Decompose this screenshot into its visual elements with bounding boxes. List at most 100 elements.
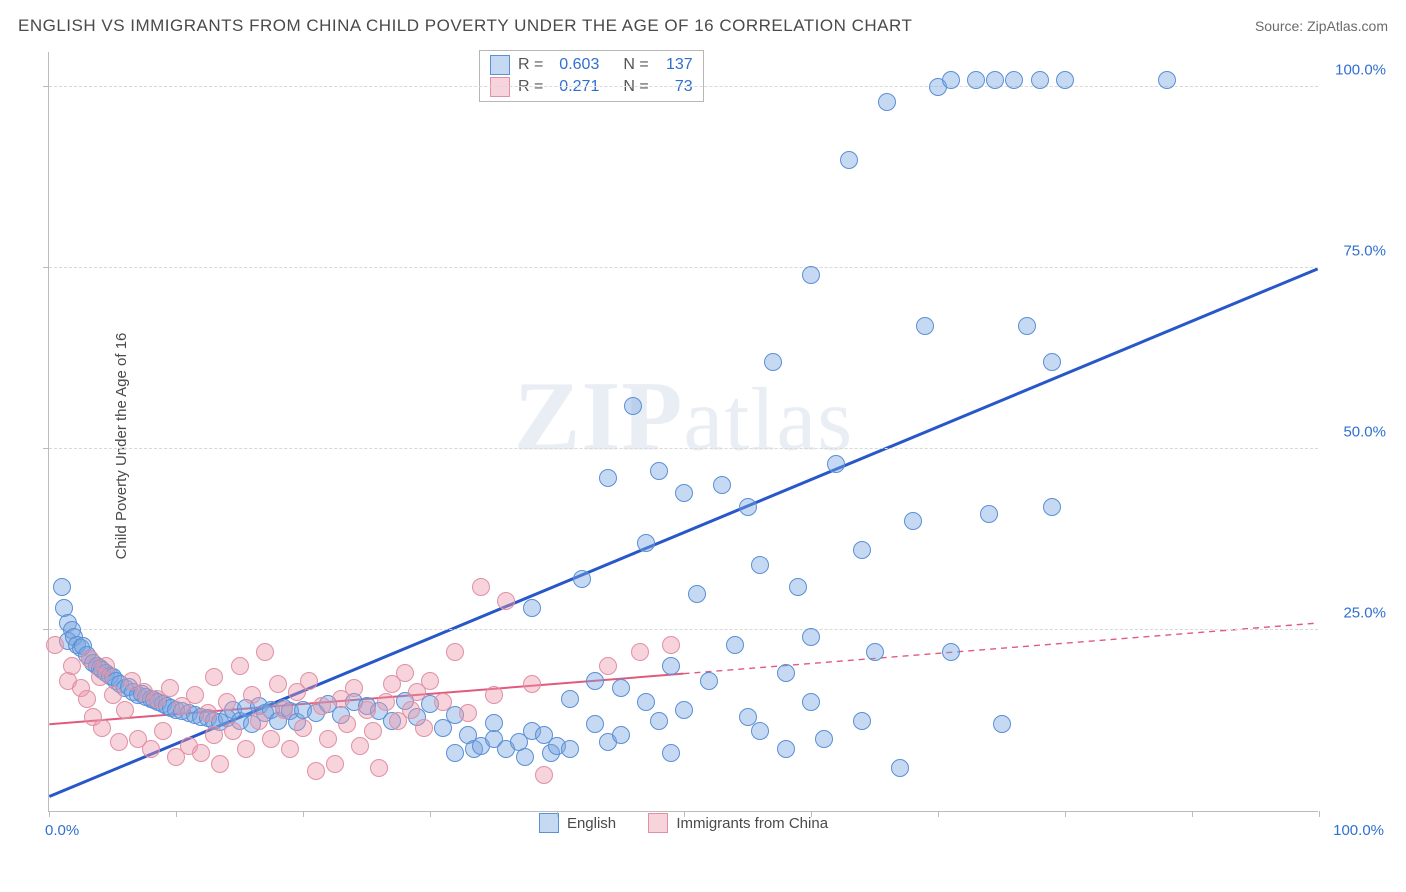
watermark: ZIPatlas xyxy=(514,359,854,474)
data-point-english xyxy=(1043,498,1061,516)
data-point-china xyxy=(199,704,217,722)
data-point-english xyxy=(993,715,1011,733)
data-point-english xyxy=(573,570,591,588)
data-point-english xyxy=(675,484,693,502)
data-point-english xyxy=(764,353,782,371)
data-point-china xyxy=(256,643,274,661)
data-point-english xyxy=(650,462,668,480)
data-point-english xyxy=(713,476,731,494)
data-point-english xyxy=(662,744,680,762)
data-point-china xyxy=(351,737,369,755)
data-point-china xyxy=(161,679,179,697)
plot-container: ZIPatlas R = 0.603 N = 137 R = 0.271 N =… xyxy=(48,52,1388,842)
x-tick xyxy=(49,811,50,817)
data-point-english xyxy=(1031,71,1049,89)
data-point-china xyxy=(313,697,331,715)
data-point-english xyxy=(916,317,934,335)
gridline xyxy=(49,448,1318,449)
swatch-english xyxy=(490,55,510,75)
data-point-english xyxy=(878,93,896,111)
data-point-china xyxy=(421,672,439,690)
x-tick xyxy=(176,811,177,817)
x-tick xyxy=(1065,811,1066,817)
data-point-china xyxy=(78,690,96,708)
data-point-english xyxy=(53,578,71,596)
data-point-china xyxy=(402,701,420,719)
data-point-english xyxy=(586,672,604,690)
gridline xyxy=(49,267,1318,268)
data-point-china xyxy=(662,636,680,654)
y-tick xyxy=(43,448,49,449)
swatch-english-icon xyxy=(539,813,559,833)
xlegend-english-label: English xyxy=(567,815,616,832)
data-point-english xyxy=(802,266,820,284)
data-point-china xyxy=(275,701,293,719)
swatch-china-icon xyxy=(648,813,668,833)
data-point-english xyxy=(980,505,998,523)
n-value-english: 137 xyxy=(657,56,693,74)
gridline xyxy=(49,86,1318,87)
data-point-china xyxy=(345,679,363,697)
data-point-english xyxy=(751,722,769,740)
data-point-china xyxy=(472,578,490,596)
data-point-english xyxy=(866,643,884,661)
data-point-china xyxy=(231,657,249,675)
data-point-english xyxy=(751,556,769,574)
data-point-china xyxy=(370,759,388,777)
data-point-english xyxy=(853,712,871,730)
chart-title: ENGLISH VS IMMIGRANTS FROM CHINA CHILD P… xyxy=(18,16,912,36)
x-tick-max: 100.0% xyxy=(1333,822,1384,839)
data-point-english xyxy=(853,541,871,559)
source-attribution: Source: ZipAtlas.com xyxy=(1255,18,1388,34)
y-tick xyxy=(43,629,49,630)
data-point-english xyxy=(561,740,579,758)
data-point-english xyxy=(637,693,655,711)
x-tick xyxy=(303,811,304,817)
data-point-china xyxy=(97,657,115,675)
data-point-china xyxy=(237,740,255,758)
data-point-english xyxy=(586,715,604,733)
x-tick xyxy=(938,811,939,817)
data-point-china xyxy=(599,657,617,675)
y-tick-label: 25.0% xyxy=(1322,605,1386,622)
data-point-china xyxy=(459,704,477,722)
data-point-english xyxy=(739,498,757,516)
data-point-english xyxy=(942,643,960,661)
xlegend-china-label: Immigrants from China xyxy=(676,815,828,832)
x-tick xyxy=(430,811,431,817)
data-point-english xyxy=(650,712,668,730)
data-point-english xyxy=(523,599,541,617)
data-point-english xyxy=(840,151,858,169)
data-point-china xyxy=(186,686,204,704)
data-point-china xyxy=(364,722,382,740)
data-point-english xyxy=(561,690,579,708)
data-point-china xyxy=(93,719,111,737)
data-point-china xyxy=(224,722,242,740)
data-point-china xyxy=(211,755,229,773)
data-point-china xyxy=(415,719,433,737)
data-point-china xyxy=(294,719,312,737)
data-point-english xyxy=(516,748,534,766)
data-point-china xyxy=(81,650,99,668)
data-point-china xyxy=(319,730,337,748)
data-point-china xyxy=(269,675,287,693)
y-tick-label: 100.0% xyxy=(1322,62,1386,79)
data-point-china xyxy=(281,740,299,758)
data-point-english xyxy=(485,714,503,732)
data-point-china xyxy=(142,740,160,758)
data-point-china xyxy=(110,733,128,751)
xlegend-china: Immigrants from China xyxy=(648,813,828,833)
y-tick-label: 75.0% xyxy=(1322,243,1386,260)
data-point-china xyxy=(116,701,134,719)
data-point-english xyxy=(1056,71,1074,89)
data-point-china xyxy=(154,722,172,740)
data-point-china xyxy=(192,744,210,762)
data-point-china xyxy=(307,762,325,780)
data-point-china xyxy=(205,668,223,686)
data-point-english xyxy=(688,585,706,603)
data-point-english xyxy=(1005,71,1023,89)
data-point-english xyxy=(802,693,820,711)
data-point-china xyxy=(523,675,541,693)
data-point-china xyxy=(446,643,464,661)
data-point-china xyxy=(338,715,356,733)
